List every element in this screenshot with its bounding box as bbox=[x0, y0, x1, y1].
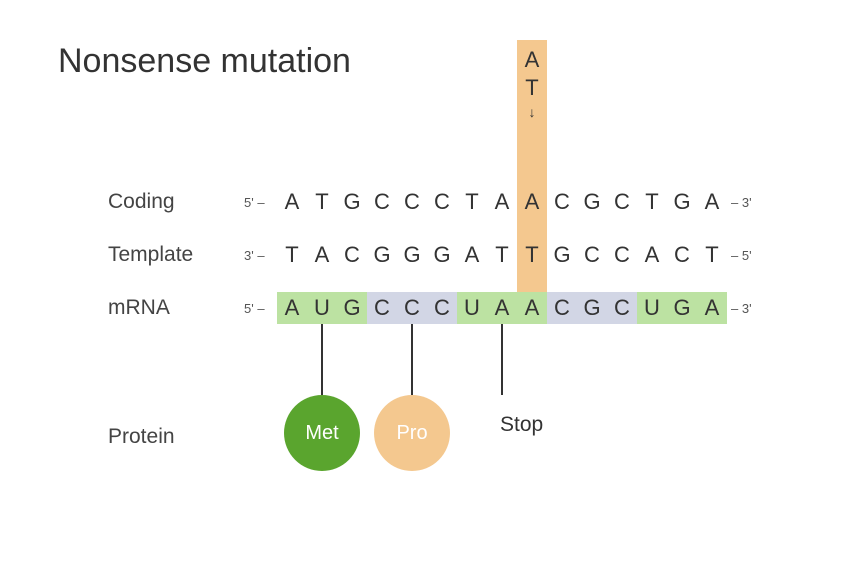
mrna-nuc-14: A bbox=[697, 292, 727, 324]
protein-label: Protein bbox=[108, 425, 175, 449]
template-nuc-12: A bbox=[637, 239, 667, 271]
mrna-sequence: AUGCCCUAACGCUGA bbox=[277, 292, 727, 324]
coding-nuc-8: A bbox=[517, 186, 547, 218]
template-nuc-4: G bbox=[397, 239, 427, 271]
template-nuc-10: C bbox=[577, 239, 607, 271]
mutation-arrow-icon: ↓ bbox=[529, 102, 536, 122]
template-nuc-7: T bbox=[487, 239, 517, 271]
mrna-nuc-5: C bbox=[427, 292, 457, 324]
coding-right-end: – 3' bbox=[731, 195, 752, 210]
coding-nuc-9: C bbox=[547, 186, 577, 218]
mrna-nuc-13: G bbox=[667, 292, 697, 324]
template-label: Template bbox=[108, 243, 193, 267]
template-sequence: TACGGGATTGCCACT bbox=[277, 239, 727, 271]
template-nuc-8: T bbox=[517, 239, 547, 271]
mrna-nuc-0: A bbox=[277, 292, 307, 324]
mutation-original-base: A bbox=[525, 46, 540, 74]
mrna-nuc-1: U bbox=[307, 292, 337, 324]
template-nuc-14: T bbox=[697, 239, 727, 271]
template-left-end: 3' – bbox=[244, 248, 265, 263]
stop-codon-label: Stop bbox=[500, 413, 543, 437]
template-nuc-6: A bbox=[457, 239, 487, 271]
amino-acid-met: Met bbox=[284, 395, 360, 471]
coding-nuc-11: C bbox=[607, 186, 637, 218]
coding-nuc-4: C bbox=[397, 186, 427, 218]
aa-connector-0 bbox=[321, 324, 323, 395]
coding-nuc-10: G bbox=[577, 186, 607, 218]
coding-left-end: 5' – bbox=[244, 195, 265, 210]
template-nuc-11: C bbox=[607, 239, 637, 271]
coding-nuc-2: G bbox=[337, 186, 367, 218]
mrna-left-end: 5' – bbox=[244, 301, 265, 316]
mrna-nuc-9: C bbox=[547, 292, 577, 324]
mrna-nuc-8: A bbox=[517, 292, 547, 324]
coding-nuc-5: C bbox=[427, 186, 457, 218]
coding-nuc-12: T bbox=[637, 186, 667, 218]
template-nuc-1: A bbox=[307, 239, 337, 271]
coding-nuc-3: C bbox=[367, 186, 397, 218]
mutation-new-base: T bbox=[525, 74, 538, 102]
coding-label: Coding bbox=[108, 190, 175, 214]
coding-nuc-1: T bbox=[307, 186, 337, 218]
coding-nuc-6: T bbox=[457, 186, 487, 218]
template-nuc-9: G bbox=[547, 239, 577, 271]
coding-nuc-13: G bbox=[667, 186, 697, 218]
aa-connector-2 bbox=[501, 324, 503, 395]
mrna-nuc-12: U bbox=[637, 292, 667, 324]
mrna-nuc-7: A bbox=[487, 292, 517, 324]
coding-sequence: ATGCCCTAACGCTGA bbox=[277, 186, 727, 218]
mrna-nuc-10: G bbox=[577, 292, 607, 324]
coding-nuc-7: A bbox=[487, 186, 517, 218]
mrna-nuc-6: U bbox=[457, 292, 487, 324]
aa-connector-1 bbox=[411, 324, 413, 395]
mrna-nuc-2: G bbox=[337, 292, 367, 324]
template-nuc-2: C bbox=[337, 239, 367, 271]
template-right-end: – 5' bbox=[731, 248, 752, 263]
template-nuc-13: C bbox=[667, 239, 697, 271]
coding-nuc-0: A bbox=[277, 186, 307, 218]
mutation-callout: AT↓ bbox=[517, 40, 547, 186]
mrna-nuc-4: C bbox=[397, 292, 427, 324]
mrna-right-end: – 3' bbox=[731, 301, 752, 316]
amino-acid-pro: Pro bbox=[374, 395, 450, 471]
coding-nuc-14: A bbox=[697, 186, 727, 218]
mrna-nuc-11: C bbox=[607, 292, 637, 324]
template-nuc-3: G bbox=[367, 239, 397, 271]
mrna-nuc-3: C bbox=[367, 292, 397, 324]
template-nuc-5: G bbox=[427, 239, 457, 271]
mrna-label: mRNA bbox=[108, 296, 170, 320]
template-nuc-0: T bbox=[277, 239, 307, 271]
mutation-diagram: AT↓Coding5' –ATGCCCTAACGCTGA– 3'Template… bbox=[0, 0, 862, 575]
